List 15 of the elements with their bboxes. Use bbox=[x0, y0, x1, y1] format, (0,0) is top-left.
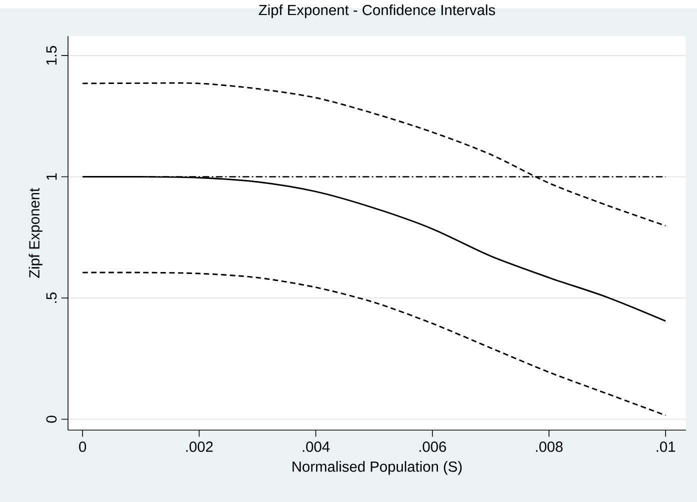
y-tick-label: 1 bbox=[46, 173, 57, 180]
line-series bbox=[82, 82, 666, 226]
x-tick-label: .002 bbox=[186, 441, 213, 452]
y-tick-label: .5 bbox=[46, 292, 57, 303]
x-axis-title: Normalised Population (S) bbox=[292, 461, 462, 475]
y-tick-label: 1.5 bbox=[46, 46, 57, 65]
x-tick-label: .004 bbox=[302, 441, 330, 452]
x-tick-label: 0 bbox=[79, 441, 86, 452]
line-series bbox=[82, 272, 666, 416]
x-tick-label: .01 bbox=[656, 441, 676, 452]
y-axis-title: Zipf Exponent bbox=[28, 188, 42, 278]
chart-title: Zipf Exponent - Confidence Intervals bbox=[258, 4, 496, 18]
x-tick-label: .006 bbox=[419, 441, 446, 452]
y-tick-label: 0 bbox=[46, 416, 57, 423]
x-tick-label: .008 bbox=[536, 441, 563, 452]
